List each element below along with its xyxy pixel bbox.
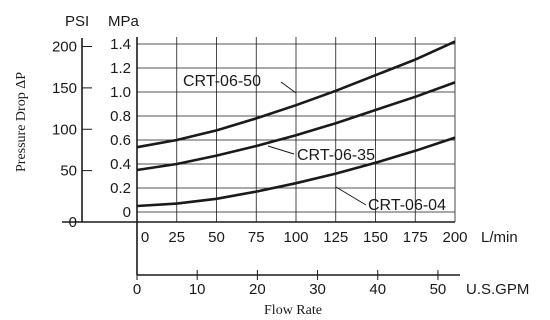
curve-crt-06-35 — [136, 81, 456, 172]
gpm-tick-label: 20 — [249, 281, 266, 298]
leader-crt-06-50 — [280, 81, 297, 94]
y-axis-title: Pressure Drop ΔP — [14, 72, 29, 172]
x-axis-title: Flow Rate — [264, 303, 322, 318]
label-crt-06-35: CRT-06-35 — [297, 147, 375, 164]
psi-tick-label: 200 — [52, 39, 77, 56]
gpm-tick-label: 30 — [309, 281, 326, 298]
psi-axis-ticks: 0 50 100 150 200 — [52, 39, 92, 231]
mpa-tick-label: 0.4 — [110, 156, 131, 173]
lmin-tick-label: 100 — [283, 229, 308, 246]
curve-crt-06-04 — [136, 136, 456, 208]
lmin-tick-label: 25 — [168, 229, 185, 246]
plot-grid — [136, 37, 456, 223]
mpa-tick-label: 1.2 — [110, 60, 131, 77]
mpa-tick-label: 1.0 — [110, 84, 131, 101]
lmin-tick-label: 150 — [363, 229, 388, 246]
psi-unit-label: PSI — [65, 13, 89, 30]
mpa-tick-label: 0.2 — [110, 180, 131, 197]
mpa-axis-ticks: 0 0.2 0.4 0.6 0.8 1.0 1.2 1.4 — [110, 36, 131, 221]
lmin-tick-label: 75 — [248, 229, 265, 246]
lmin-tick-label: 50 — [208, 229, 225, 246]
psi-tick-label: 150 — [52, 80, 77, 97]
mpa-unit-label: MPa — [108, 13, 140, 30]
lmin-tick-label: 125 — [323, 229, 348, 246]
gpm-tick-label: 10 — [189, 281, 206, 298]
gpm-axis-ticks: 0 10 20 30 40 50 — [133, 270, 446, 298]
lmin-tick-label: 0 — [141, 229, 149, 246]
psi-tick-label: 50 — [60, 163, 77, 180]
mpa-tick-label: 1.4 — [110, 36, 131, 53]
lmin-unit-label: L/min — [481, 229, 518, 246]
gpm-tick-label: 40 — [369, 281, 386, 298]
gpm-unit-label: U.S.GPM — [466, 281, 529, 298]
mpa-tick-label: 0.8 — [110, 108, 131, 125]
curve-group: CRT-06-50 CRT-06-35 CRT-06-04 — [136, 40, 456, 214]
leader-crt-06-04 — [335, 186, 367, 206]
gpm-tick-label: 50 — [430, 281, 447, 298]
mpa-tick-label: 0 — [123, 204, 131, 221]
lmin-tick-label: 200 — [442, 229, 467, 246]
lmin-tick-label: 175 — [403, 229, 428, 246]
label-crt-06-04: CRT-06-04 — [368, 197, 446, 214]
gpm-tick-label: 0 — [133, 281, 141, 298]
psi-tick-label: 0 — [69, 214, 77, 231]
lmin-axis-ticks: 0 25 50 75 100 125 150 175 200 — [141, 229, 468, 246]
mpa-tick-label: 0.6 — [110, 132, 131, 149]
label-crt-06-50: CRT-06-50 — [183, 73, 261, 90]
psi-tick-label: 100 — [52, 121, 77, 138]
curve-crt-06-50 — [136, 40, 456, 149]
leader-crt-06-35 — [267, 145, 295, 155]
